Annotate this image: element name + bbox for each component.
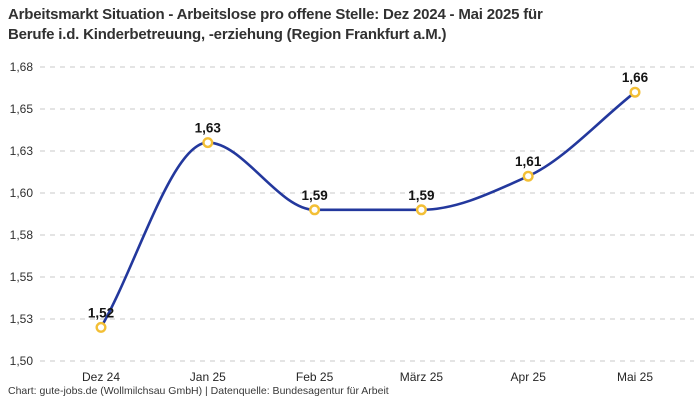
x-tick-label: Dez 24 (82, 370, 120, 384)
data-point-label: 1,63 (195, 121, 222, 136)
data-point-marker (415, 204, 427, 216)
y-tick-label: 1,68 (10, 60, 34, 74)
y-tick-label: 1,65 (10, 102, 34, 116)
x-tick-label: März 25 (400, 370, 444, 384)
chart-title-line1: Arbeitsmarkt Situation - Arbeitslose pro… (8, 6, 543, 23)
x-tick-label: Feb 25 (296, 370, 334, 384)
series-line (99, 90, 637, 329)
x-tick-label: Mai 25 (617, 370, 653, 384)
y-tick-label: 1,55 (10, 270, 34, 284)
data-point-label: 1,59 (301, 188, 327, 203)
data-point-marker (202, 137, 214, 149)
data-point-marker (522, 170, 534, 182)
x-tick-label: Apr 25 (511, 370, 547, 384)
data-point-marker (95, 321, 107, 333)
chart-title: Arbeitsmarkt Situation - Arbeitslose pro… (8, 5, 543, 45)
data-point-label: 1,52 (88, 305, 114, 320)
data-point-marker (629, 86, 641, 98)
data-point-marker (309, 204, 321, 216)
data-point-label: 1,66 (622, 70, 649, 85)
y-tick-label: 1,58 (10, 228, 34, 242)
x-tick-label: Jan 25 (190, 370, 226, 384)
chart-caption: Chart: gute-jobs.de (Wollmilchsau GmbH) … (8, 385, 389, 397)
data-point-label: 1,59 (408, 188, 434, 203)
chart-title-line2: Berufe i.d. Kinderbetreuung, -erziehung … (8, 26, 447, 43)
data-point-label: 1,61 (515, 154, 542, 169)
y-tick-label: 1,50 (10, 354, 34, 368)
y-tick-label: 1,53 (10, 312, 34, 326)
y-tick-label: 1,60 (10, 186, 34, 200)
y-tick-label: 1,63 (10, 144, 34, 158)
